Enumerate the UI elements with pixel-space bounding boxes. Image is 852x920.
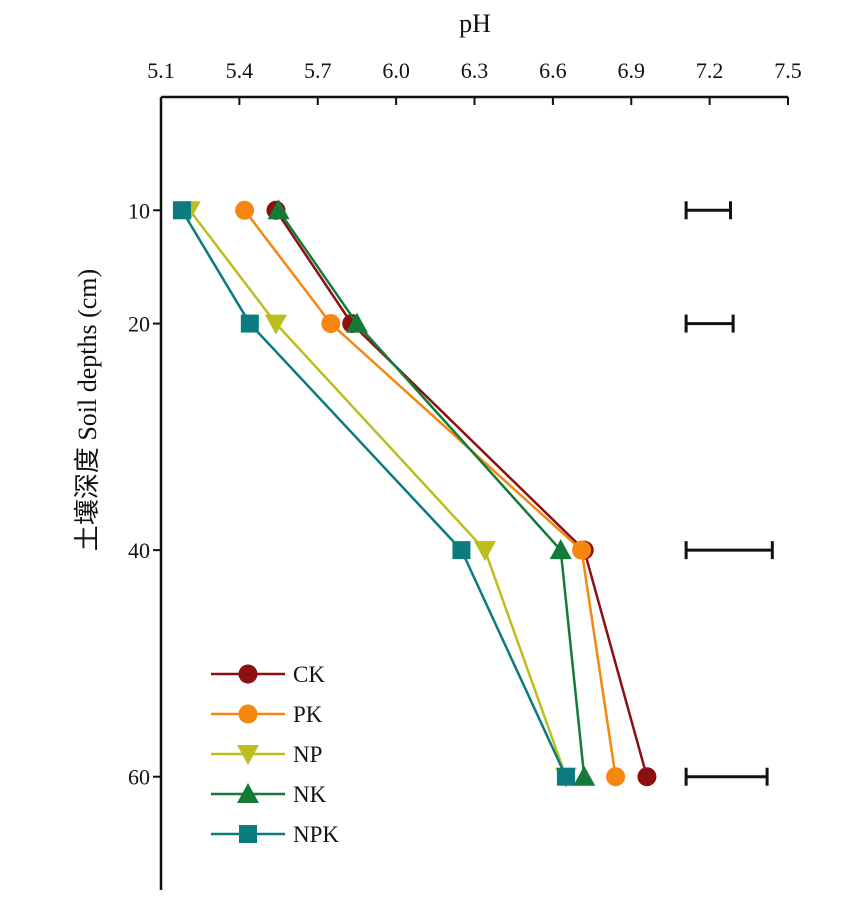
series-line xyxy=(277,209,586,777)
error-bar xyxy=(684,541,774,560)
error-bar xyxy=(684,314,735,333)
legend-marker xyxy=(237,783,259,803)
error-bars xyxy=(684,201,774,786)
x-tick-label: 5.7 xyxy=(304,58,332,83)
legend-label: CK xyxy=(293,662,325,687)
error-bar xyxy=(684,767,769,786)
data-point xyxy=(172,201,191,220)
y-axis-title: 土壤深度 Soil depths (cm) xyxy=(73,269,102,551)
x-axis-title: pH xyxy=(459,9,491,38)
data-point xyxy=(321,314,341,334)
x-tick-label: 5.4 xyxy=(226,58,254,83)
data-point xyxy=(549,539,572,560)
y-tick-label: 40 xyxy=(128,538,150,563)
legend-marker xyxy=(238,704,258,724)
legend-item-npk: NPK xyxy=(211,822,339,847)
series-pk xyxy=(235,200,626,787)
legend-label: NK xyxy=(293,782,327,807)
legend-marker xyxy=(237,745,259,765)
legend-label: NPK xyxy=(293,822,339,847)
legend-marker xyxy=(238,664,258,684)
plot-series xyxy=(172,199,657,788)
data-point xyxy=(637,767,657,787)
legend-item-np: NP xyxy=(211,742,322,767)
legend-label: PK xyxy=(293,702,323,727)
legend-item-nk: NK xyxy=(211,782,327,807)
series-line xyxy=(188,209,568,778)
series-np xyxy=(178,201,577,788)
series-ck xyxy=(266,200,657,787)
x-tick-label: 6.3 xyxy=(461,58,489,83)
x-tick-label: 6.9 xyxy=(618,58,646,83)
data-point xyxy=(240,314,259,333)
series-line xyxy=(180,209,568,778)
y-tick-label: 10 xyxy=(128,198,150,223)
x-tick-label: 5.1 xyxy=(147,58,175,83)
data-point xyxy=(235,200,255,220)
x-tick-label: 7.2 xyxy=(696,58,724,83)
data-point xyxy=(473,541,496,562)
data-point xyxy=(572,540,592,560)
legend: CK PK NP NK NPK xyxy=(211,662,339,847)
data-point xyxy=(267,199,290,220)
legend-label: NP xyxy=(293,742,322,767)
data-point xyxy=(264,314,287,335)
series-nk xyxy=(267,199,596,786)
series-line xyxy=(243,209,617,777)
series-npk xyxy=(172,201,575,786)
x-tick-label: 6.6 xyxy=(539,58,567,83)
data-point xyxy=(573,765,596,786)
data-point xyxy=(452,541,471,560)
error-bar xyxy=(684,201,733,220)
x-tick-label: 6.0 xyxy=(382,58,410,83)
data-point xyxy=(345,312,368,333)
data-point xyxy=(556,767,575,786)
legend-marker xyxy=(239,825,257,843)
legend-item-pk: PK xyxy=(211,702,323,727)
y-tick-label: 60 xyxy=(128,765,150,790)
series-line xyxy=(274,209,649,778)
data-point xyxy=(606,767,626,787)
y-tick-label: 20 xyxy=(128,312,150,337)
x-tick-label: 7.5 xyxy=(774,58,802,83)
axes: 5.1 5.4 5.7 6.0 6.3 6.6 6.9 7.2 7.5 10 20 40 60 xyxy=(128,58,802,890)
legend-item-ck: CK xyxy=(211,662,325,687)
